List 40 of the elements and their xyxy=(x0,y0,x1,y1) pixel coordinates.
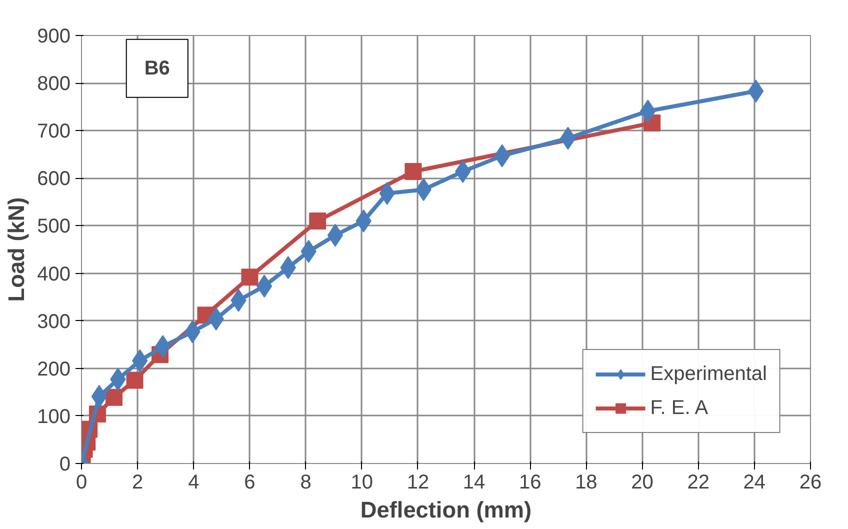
y-tick-label: 0 xyxy=(59,454,70,476)
point xyxy=(106,388,123,406)
x-tick-label: 20 xyxy=(631,472,654,494)
x-axis-title: Deflection (mm) xyxy=(360,496,532,522)
x-tick-label: 12 xyxy=(406,472,430,494)
point xyxy=(154,335,171,358)
x-tick-label: 10 xyxy=(350,472,374,494)
x-tick-label: 14 xyxy=(462,472,486,494)
y-tick-label: 100 xyxy=(37,406,71,428)
point xyxy=(327,224,344,247)
point xyxy=(748,80,764,103)
point xyxy=(256,274,272,298)
y-tick-label: 200 xyxy=(37,358,71,380)
x-tick-label: 2 xyxy=(132,472,144,494)
x-tick-label: 6 xyxy=(244,472,256,494)
annotation: B6 xyxy=(144,57,170,80)
point xyxy=(132,349,148,372)
x-tick-label: 24 xyxy=(743,472,766,494)
x-tick-label: 26 xyxy=(799,472,822,494)
y-tick-label: 900 xyxy=(37,26,71,48)
legend-label: F. E. A xyxy=(650,396,708,420)
point xyxy=(309,212,326,230)
x-tick-label: 8 xyxy=(300,472,312,494)
x-tick-label: 18 xyxy=(575,472,598,494)
x-tick-label: 0 xyxy=(76,472,88,494)
y-tick-label: 700 xyxy=(37,120,71,143)
x-tick-label: 22 xyxy=(687,472,710,494)
point xyxy=(404,163,422,180)
legend-label: Experimental xyxy=(650,362,767,386)
y-tick-label: 500 xyxy=(37,216,71,238)
y-tick-label: 400 xyxy=(37,263,71,286)
y-axis-title: Load (kN) xyxy=(3,197,30,302)
y-tick-label: 300 xyxy=(37,310,71,333)
point xyxy=(454,160,471,184)
y-tick-label: 800 xyxy=(37,73,71,96)
x-tick-label: 16 xyxy=(518,472,542,494)
y-tick-label: 600 xyxy=(37,168,71,190)
point xyxy=(241,268,258,286)
point xyxy=(126,372,144,389)
x-tick-label: 4 xyxy=(188,472,200,494)
